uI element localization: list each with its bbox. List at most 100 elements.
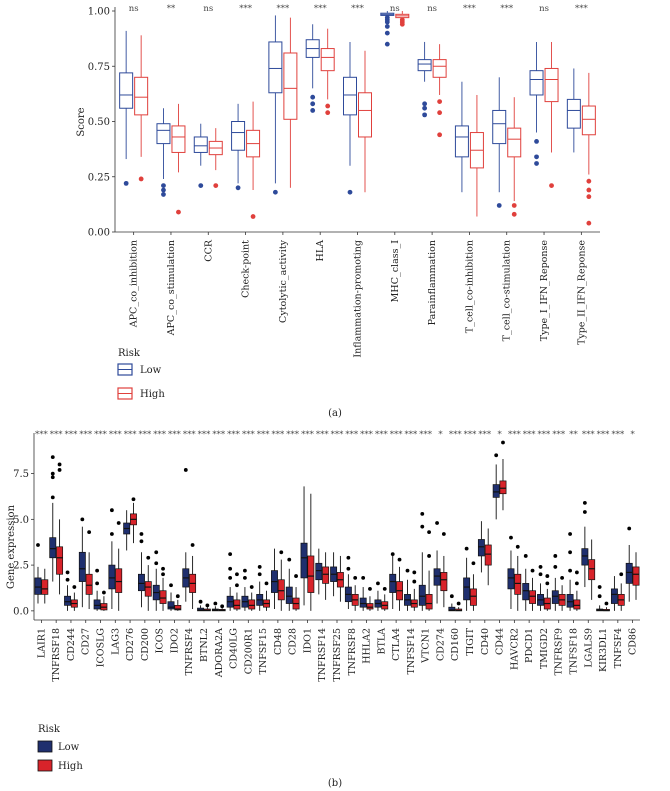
pb-box-low (596, 585, 604, 612)
outlier-point (257, 565, 262, 569)
pb-box-low (522, 554, 530, 611)
pb-box-low (49, 455, 57, 582)
outlier-point (250, 214, 256, 219)
box-iqr (477, 539, 485, 557)
box-iqr (115, 568, 123, 593)
box-iqr (248, 599, 256, 610)
outlier-point (597, 585, 602, 589)
pb-category-label: TNFRSF8 (347, 628, 358, 676)
pb-significance-label: *** (138, 430, 152, 440)
pb-category-label: LAG3 (110, 628, 121, 655)
pb-box-high (248, 585, 256, 611)
outlier-point (228, 552, 233, 557)
outlier-point (553, 554, 558, 558)
box-iqr (632, 566, 640, 586)
outlier-point (501, 440, 505, 445)
outlier-point (586, 187, 592, 193)
outlier-point (279, 550, 284, 555)
panel-a-legend: Risk Low High (117, 348, 165, 400)
pb-category-label: TNFRSF18 (51, 628, 62, 682)
pa-ytick-label: 1.00 (88, 7, 110, 18)
pb-box-high (514, 544, 522, 611)
pa-box-low (454, 81, 469, 193)
outlier-point (57, 462, 62, 467)
pa-box-low (193, 123, 208, 188)
box-iqr (193, 136, 208, 153)
pb-box-low (433, 521, 441, 604)
pa-significance-label: *** (575, 4, 589, 14)
outlier-point (161, 192, 166, 197)
outlier-point (494, 453, 499, 458)
panel-b-boxes (34, 440, 640, 612)
box-iqr (307, 555, 315, 593)
outlier-point (397, 557, 402, 562)
outlier-point (235, 583, 239, 588)
outlier-point (511, 203, 517, 208)
pb-significance-label: *** (538, 430, 552, 440)
outlier-point (568, 568, 572, 573)
panel-b-legend-high: High (58, 761, 83, 772)
pb-box-high (218, 604, 226, 612)
box-iqr (277, 579, 285, 601)
pa-category-label: T_cell_co-stimulation (502, 240, 513, 341)
outlier-point (534, 154, 539, 160)
box-iqr (389, 573, 397, 593)
outlier-point (597, 594, 602, 599)
pb-box-high (366, 586, 374, 611)
pa-box-low (380, 11, 395, 47)
pb-box-low (197, 599, 205, 612)
outlier-point (310, 94, 316, 100)
outlier-point (310, 108, 316, 113)
pa-box-high (320, 28, 335, 116)
pa-box-low (492, 77, 507, 208)
panel-a-legend-high: High (140, 389, 165, 400)
pa-significance-label: ns (203, 4, 213, 14)
outlier-point (228, 566, 233, 571)
pb-category-label: BTNL2 (199, 628, 210, 662)
box-iqr (573, 599, 581, 610)
outlier-point (169, 583, 173, 588)
outlier-point (346, 566, 351, 571)
panel-b-legend-high-swatch (37, 759, 53, 772)
pb-significance-label: *** (464, 430, 478, 440)
pb-box-low (108, 508, 116, 610)
pb-category-label: IDO2 (169, 628, 180, 653)
pb-category-label: BTLA (376, 628, 387, 655)
pb-significance-label: *** (478, 430, 492, 440)
outlier-point (574, 570, 579, 575)
pa-box-low (119, 30, 134, 186)
pb-box-high (484, 528, 492, 586)
pb-box-high (292, 574, 300, 611)
pb-significance-label: *** (360, 430, 374, 440)
outlier-point (420, 511, 425, 516)
pb-category-label: KIR3DL1 (598, 628, 609, 672)
pb-box-high (617, 572, 625, 611)
outlier-point (213, 183, 219, 188)
pa-category-label: HLA (315, 240, 326, 262)
pb-category-label: CD200 (140, 628, 151, 661)
box-iqr (507, 127, 522, 158)
box-iqr (156, 123, 171, 145)
pb-category-label: ADORA2A (214, 628, 225, 678)
pb-significance-label: *** (212, 430, 226, 440)
panel-b-ylabel: Gene expression (6, 504, 17, 589)
pa-box-high (544, 41, 559, 188)
pb-significance-label: *** (153, 430, 167, 440)
box-iqr (358, 92, 372, 138)
box-iqr (610, 588, 618, 604)
outlier-point (139, 539, 144, 544)
outlier-point (146, 555, 151, 560)
outlier-point (437, 110, 443, 116)
pb-box-high (233, 572, 241, 611)
pb-category-label: TIGIT (465, 627, 476, 655)
pb-box-high (381, 586, 389, 611)
pa-ytick-label: 0.25 (88, 172, 110, 183)
pb-category-label: PDCD1 (524, 628, 535, 663)
pa-significance-label: *** (314, 4, 328, 14)
outlier-point (586, 194, 592, 200)
outlier-point (560, 576, 565, 580)
pb-box-low (566, 532, 574, 611)
outlier-point (154, 550, 159, 555)
pb-category-label: CD86 (628, 628, 639, 655)
pa-box-high (507, 97, 522, 217)
